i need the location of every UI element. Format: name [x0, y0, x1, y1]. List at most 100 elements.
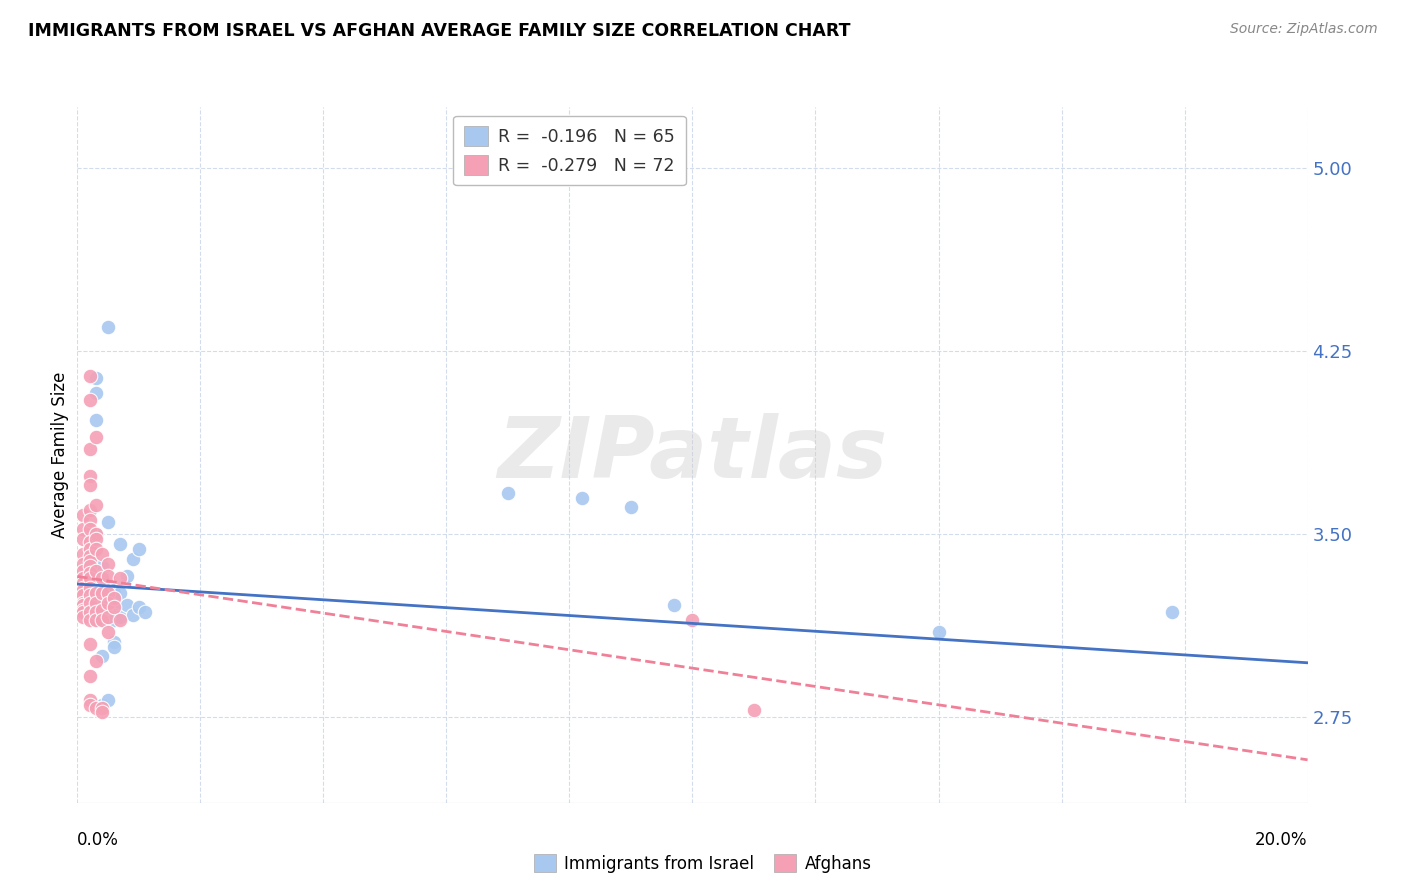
Point: [110, 537, 132, 551]
Point: [79, 541, 101, 556]
Point: [90, 706, 114, 720]
Point: [79, 606, 101, 620]
Point: [128, 541, 150, 556]
Point: [72, 564, 94, 578]
Point: [79, 669, 101, 683]
Point: [90, 596, 114, 610]
Point: [97, 581, 120, 595]
Point: [72, 547, 94, 561]
Point: [84, 596, 107, 610]
Point: [103, 613, 125, 627]
Point: [128, 600, 150, 615]
Point: [79, 513, 101, 527]
Point: [110, 610, 132, 624]
Point: [79, 637, 101, 651]
Point: [90, 547, 114, 561]
Point: [121, 607, 143, 622]
Point: [103, 583, 125, 598]
Point: [72, 576, 94, 591]
Point: [103, 586, 125, 600]
Point: [79, 522, 101, 536]
Point: [97, 693, 120, 707]
Point: [79, 503, 101, 517]
Point: [84, 700, 107, 714]
Point: [90, 698, 114, 713]
Point: [72, 581, 94, 595]
Point: [90, 568, 114, 582]
Point: [72, 583, 94, 598]
Y-axis label: Average Family Size: Average Family Size: [51, 372, 69, 538]
Point: [72, 603, 94, 617]
Point: [620, 500, 643, 515]
Point: [84, 598, 107, 612]
Point: [84, 596, 107, 610]
Point: [79, 392, 101, 407]
Text: Source: ZipAtlas.com: Source: ZipAtlas.com: [1230, 22, 1378, 37]
Point: [84, 606, 107, 620]
Point: [97, 515, 120, 529]
Point: [79, 549, 101, 564]
Point: [90, 593, 114, 607]
Point: [90, 559, 114, 574]
Point: [97, 319, 120, 334]
Point: [115, 598, 138, 612]
Point: [90, 610, 114, 624]
Point: [84, 613, 107, 627]
Point: [90, 613, 114, 627]
Point: [97, 568, 120, 582]
Point: [97, 557, 120, 571]
Point: [72, 606, 94, 620]
Point: [90, 596, 114, 610]
Point: [72, 610, 94, 624]
Point: [72, 571, 94, 585]
Point: [90, 571, 114, 585]
Point: [84, 586, 107, 600]
Point: [90, 583, 114, 598]
Point: [84, 613, 107, 627]
Point: [134, 606, 156, 620]
Point: [84, 603, 107, 617]
Point: [115, 568, 138, 582]
Point: [79, 442, 101, 456]
Point: [79, 478, 101, 492]
Point: [72, 522, 94, 536]
Point: [79, 559, 101, 574]
Point: [90, 649, 114, 664]
Point: [79, 613, 101, 627]
Point: [72, 588, 94, 602]
Point: [928, 624, 950, 639]
Point: [90, 700, 114, 714]
Point: [84, 654, 107, 668]
Point: [79, 534, 101, 549]
Point: [79, 693, 101, 707]
Point: [79, 581, 101, 595]
Point: [103, 607, 125, 622]
Point: [84, 606, 107, 620]
Point: [79, 368, 101, 383]
Text: 20.0%: 20.0%: [1256, 831, 1308, 849]
Point: [110, 586, 132, 600]
Point: [72, 508, 94, 522]
Point: [84, 607, 107, 622]
Point: [84, 527, 107, 541]
Point: [103, 610, 125, 624]
Point: [84, 564, 107, 578]
Point: [1050, 869, 1073, 883]
Point: [90, 586, 114, 600]
Point: [72, 603, 94, 617]
Text: 0.0%: 0.0%: [77, 831, 120, 849]
Point: [72, 532, 94, 546]
Point: [90, 600, 114, 615]
Point: [79, 583, 101, 598]
Point: [121, 551, 143, 566]
Point: [90, 603, 114, 617]
Point: [662, 598, 685, 612]
Point: [103, 634, 125, 648]
Point: [103, 598, 125, 612]
Point: [79, 554, 101, 568]
Point: [84, 586, 107, 600]
Point: [72, 598, 94, 612]
Point: [90, 606, 114, 620]
Point: [79, 566, 101, 581]
Point: [97, 596, 120, 610]
